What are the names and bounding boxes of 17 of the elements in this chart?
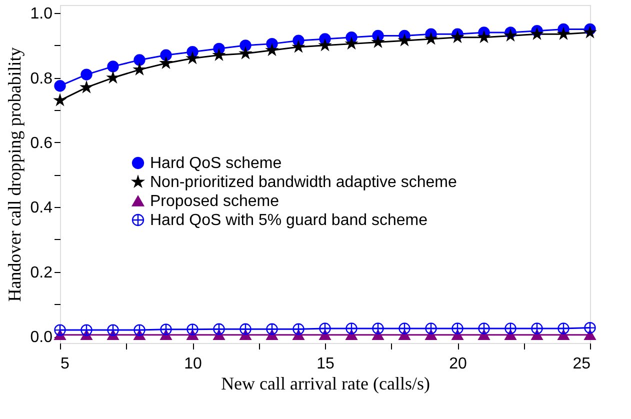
x-tick-label: 15 xyxy=(316,356,334,372)
y-tick-label: 0.0 xyxy=(30,329,53,346)
x-tick-label: 20 xyxy=(449,356,467,372)
y-axis-title: Handover call dropping probability xyxy=(4,47,24,302)
legend-label: Hard QoS with 5% guard band scheme xyxy=(150,212,428,229)
y-tick-label: 0.8 xyxy=(30,70,53,88)
legend-label: Proposed scheme xyxy=(150,193,280,210)
legend-label: Hard QoS scheme xyxy=(150,155,282,172)
x-tick-label: 5 xyxy=(60,356,70,372)
y-tick-label: 0.6 xyxy=(30,134,53,152)
y-tick-label: 0.2 xyxy=(30,264,53,282)
x-tick-label: 25 xyxy=(572,356,591,372)
y-tick-label: 0.4 xyxy=(30,200,53,217)
y-tick-label: 1.0 xyxy=(30,6,53,23)
x-tick-label: 10 xyxy=(184,356,202,372)
x-axis-title: New call arrival rate (calls/s) xyxy=(221,374,430,394)
legend-label: Non-prioritized bandwidth adaptive scheme xyxy=(150,174,457,191)
